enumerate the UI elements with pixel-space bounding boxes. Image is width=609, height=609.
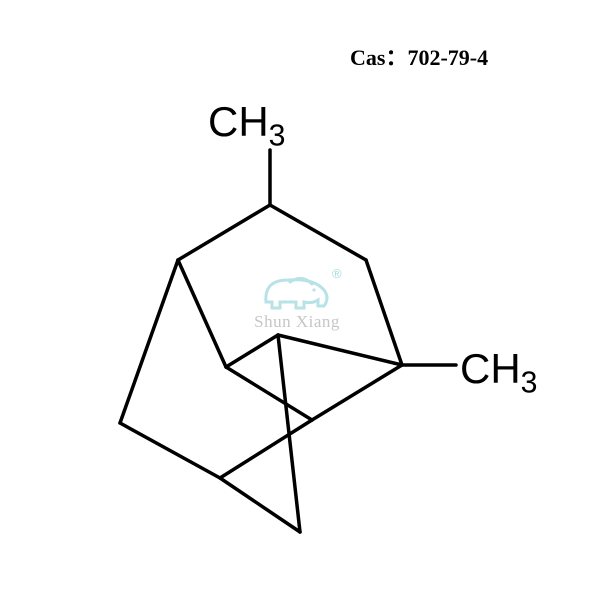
methyl-group-label: CH3 [460,345,538,393]
chemical-structure-diagram [0,0,609,609]
methyl-group-label: CH3 [208,98,286,146]
